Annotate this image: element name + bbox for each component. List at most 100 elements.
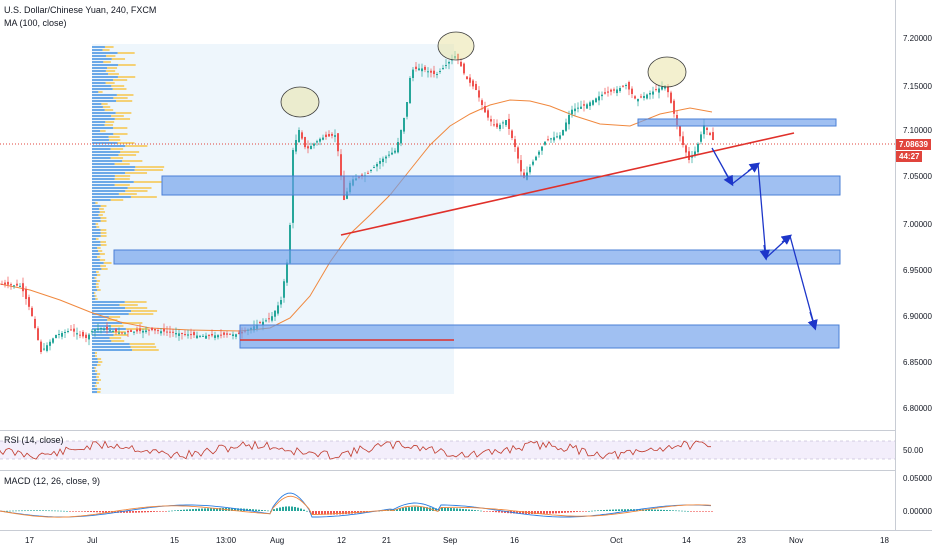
volume-bar-up bbox=[92, 226, 97, 228]
volume-bar-down bbox=[108, 136, 120, 138]
macd-bar bbox=[237, 508, 239, 511]
rsi-label[interactable]: RSI (14, close) bbox=[4, 435, 64, 445]
candle-body bbox=[163, 328, 165, 332]
macd-bar bbox=[33, 510, 35, 511]
volume-bar-down bbox=[114, 178, 130, 180]
macd-bar bbox=[195, 508, 197, 511]
candle-body bbox=[49, 341, 51, 346]
volume-bar-up bbox=[92, 124, 105, 126]
time-tick: Nov bbox=[789, 536, 804, 545]
volume-bar-down bbox=[110, 325, 124, 327]
candle-body bbox=[658, 88, 660, 93]
volume-bar-up bbox=[92, 82, 106, 84]
candle-body bbox=[91, 331, 93, 333]
volume-bar-down bbox=[100, 229, 107, 231]
macd-bar bbox=[441, 507, 443, 511]
volume-bar-up bbox=[92, 127, 114, 129]
candle-body bbox=[601, 94, 603, 97]
macd-bar bbox=[693, 511, 695, 512]
candle-body bbox=[367, 172, 369, 174]
volume-bar-down bbox=[114, 118, 131, 120]
price-tick: 6.90000 bbox=[903, 312, 932, 321]
volume-bar-up bbox=[92, 223, 96, 225]
volume-bar-up bbox=[92, 220, 101, 222]
volume-bar-up bbox=[92, 310, 132, 312]
macd-bar bbox=[402, 507, 404, 511]
volume-bar-down bbox=[112, 88, 127, 90]
candle-body bbox=[100, 328, 102, 329]
volume-bar-down bbox=[122, 160, 143, 162]
volume-bar-up bbox=[92, 319, 108, 321]
price-axis[interactable] bbox=[895, 0, 932, 530]
macd-bar bbox=[549, 511, 551, 514]
candle-body bbox=[682, 136, 684, 145]
volume-bar-up bbox=[92, 286, 97, 288]
candle-body bbox=[61, 333, 63, 337]
volume-bar-up bbox=[92, 349, 133, 351]
macd-bar bbox=[312, 511, 314, 515]
volume-bar-down bbox=[119, 304, 138, 306]
macd-bar bbox=[444, 507, 446, 511]
macd-bar bbox=[189, 509, 191, 511]
volume-bar-down bbox=[125, 172, 148, 174]
candle-body bbox=[511, 130, 513, 138]
macd-bar bbox=[129, 511, 131, 513]
projection-arrow-2 bbox=[747, 162, 761, 173]
macd-bar bbox=[546, 511, 548, 514]
volume-bar-up bbox=[92, 268, 102, 270]
candle-body bbox=[295, 140, 297, 152]
candle-body bbox=[610, 89, 612, 92]
volume-bar-down bbox=[117, 52, 135, 54]
macd-bar bbox=[186, 509, 188, 511]
volume-bar-down bbox=[133, 181, 162, 183]
candle-body bbox=[445, 65, 447, 66]
symbol-title[interactable]: U.S. Dollar/Chinese Yuan, 240, FXCM bbox=[4, 5, 157, 15]
macd-bar bbox=[12, 510, 14, 512]
candle-body bbox=[1, 283, 3, 285]
candle-body bbox=[235, 334, 237, 337]
volume-bar-up bbox=[92, 133, 114, 135]
volume-bar-up bbox=[92, 289, 98, 291]
volume-bar-up bbox=[92, 298, 96, 300]
candle-body bbox=[514, 139, 516, 147]
macd-bar bbox=[651, 509, 653, 511]
candle-body bbox=[436, 74, 438, 75]
volume-bar-down bbox=[131, 310, 158, 312]
volume-bar-up bbox=[92, 67, 108, 69]
macd-bar bbox=[294, 506, 296, 511]
candle-body bbox=[4, 282, 6, 285]
macd-bar bbox=[435, 508, 437, 511]
candle-body bbox=[28, 297, 30, 307]
volume-bar-down bbox=[104, 46, 114, 48]
volume-bar-up bbox=[92, 244, 101, 246]
macd-bar bbox=[552, 511, 554, 514]
macd-bar bbox=[474, 510, 476, 511]
volume-bar-up bbox=[92, 343, 130, 345]
macd-bar bbox=[156, 511, 158, 512]
volume-bar-up bbox=[92, 85, 112, 87]
macd-label[interactable]: MACD (12, 26, close, 9) bbox=[4, 476, 101, 486]
macd-bar bbox=[45, 510, 47, 512]
candle-body bbox=[232, 334, 234, 336]
candle-body bbox=[208, 335, 210, 337]
macd-bar bbox=[519, 511, 521, 514]
volume-bar-down bbox=[96, 286, 99, 288]
macd-bar bbox=[486, 511, 488, 512]
macd-bar bbox=[48, 510, 50, 512]
volume-bar-up bbox=[92, 190, 126, 192]
candle-body bbox=[118, 332, 120, 334]
candle-body bbox=[550, 138, 552, 140]
volume-bar-up bbox=[92, 136, 109, 138]
candle-body bbox=[328, 134, 330, 137]
volume-bar-up bbox=[92, 121, 106, 123]
macd-bar bbox=[477, 510, 479, 511]
price-tick: 7.20000 bbox=[903, 34, 932, 43]
volume-bar-down bbox=[95, 298, 98, 300]
ma-indicator-label[interactable]: MA (100, close) bbox=[4, 18, 67, 28]
volume-bar-up bbox=[92, 247, 98, 249]
volume-bar-down bbox=[106, 55, 116, 57]
candle-body bbox=[193, 332, 195, 336]
macd-bar bbox=[516, 511, 518, 514]
candle-body bbox=[535, 156, 537, 161]
